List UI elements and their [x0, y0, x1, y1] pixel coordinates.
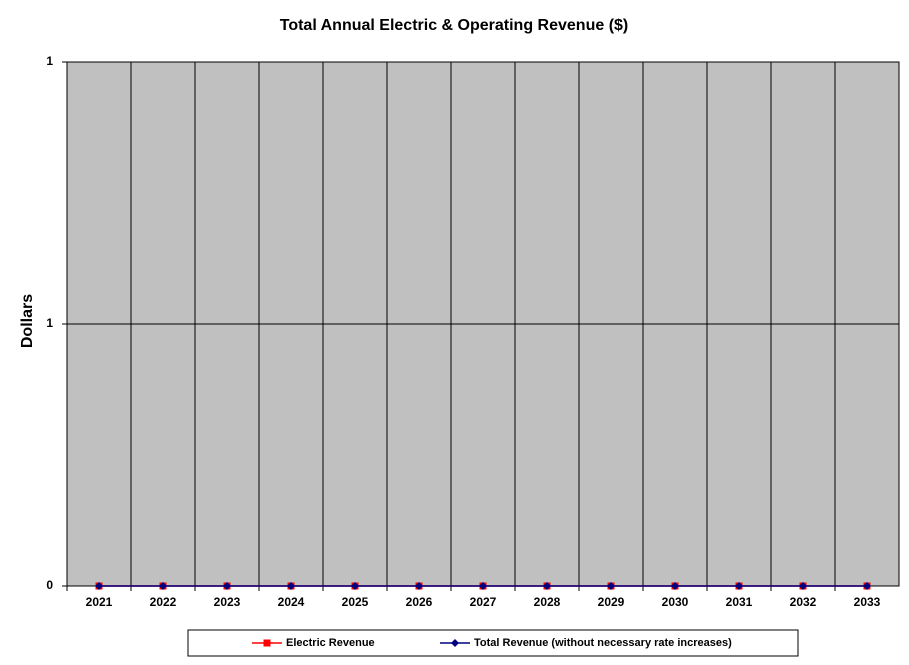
x-tick-label: 2024: [278, 595, 305, 609]
marker: [223, 582, 231, 590]
x-tick-label: 2031: [726, 595, 753, 609]
legend-marker: [263, 639, 271, 647]
y-axis-label: Dollars: [19, 294, 36, 348]
marker: [735, 582, 743, 590]
x-tick-label: 2030: [662, 595, 689, 609]
legend-label: Total Revenue (without necessary rate in…: [474, 637, 732, 649]
marker: [415, 582, 423, 590]
x-tick-label: 2033: [854, 595, 881, 609]
legend-label: Electric Revenue: [286, 637, 375, 649]
x-tick-label: 2028: [534, 595, 561, 609]
x-tick-label: 2025: [342, 595, 369, 609]
x-tick-label: 2022: [150, 595, 177, 609]
marker: [95, 582, 103, 590]
marker: [607, 582, 615, 590]
x-tick-label: 2023: [214, 595, 241, 609]
y-tick-label: 0: [46, 578, 53, 592]
x-tick-label: 2021: [86, 595, 113, 609]
legend-marker: [451, 639, 459, 647]
x-tick-label: 2026: [406, 595, 433, 609]
x-tick-label: 2027: [470, 595, 497, 609]
x-tick-label: 2029: [598, 595, 625, 609]
x-tick-label: 2032: [790, 595, 817, 609]
marker: [543, 582, 551, 590]
marker: [671, 582, 679, 590]
marker: [479, 582, 487, 590]
marker: [351, 582, 359, 590]
y-tick-label: 1: [46, 54, 53, 68]
marker: [799, 582, 807, 590]
y-tick-label: 1: [46, 316, 53, 330]
marker: [863, 582, 871, 590]
marker: [287, 582, 295, 590]
chart-title: Total Annual Electric & Operating Revenu…: [280, 17, 629, 34]
legend-box: [187, 629, 799, 657]
marker: [159, 582, 167, 590]
